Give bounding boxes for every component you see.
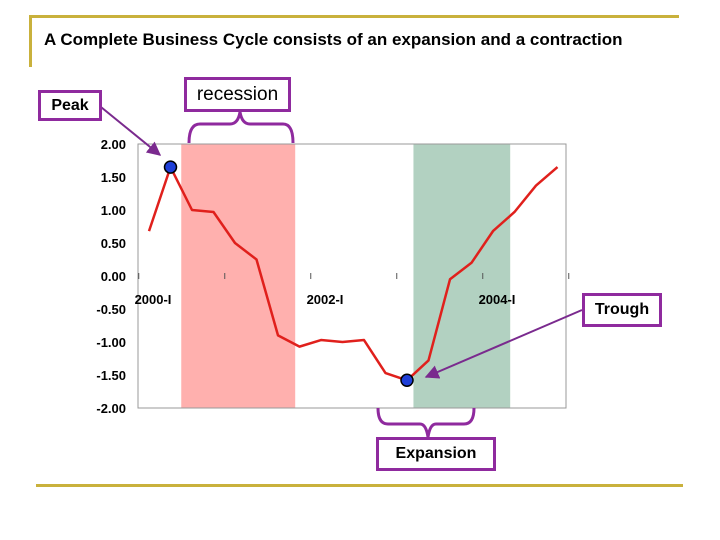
peak-label: Peak: [38, 90, 102, 121]
x-tick-label: 2004-I: [479, 292, 516, 307]
y-tick-label: -1.00: [96, 335, 126, 350]
trough-arrow: [424, 309, 583, 379]
accent-rule-top: [29, 15, 679, 18]
y-tick-label: 0.50: [101, 236, 126, 251]
recession-band: [181, 144, 296, 408]
y-tick-label: -0.50: [96, 302, 126, 317]
accent-rule-bottom: [36, 484, 683, 487]
y-tick-label: 1.00: [101, 203, 126, 218]
series-line: [147, 165, 559, 382]
y-tick-label: -2.00: [96, 401, 126, 416]
accent-rule-vertical: [29, 15, 32, 67]
x-tick-label: 2002-I: [307, 292, 344, 307]
y-tick-label: 2.00: [101, 137, 126, 152]
peak-arrow: [95, 102, 162, 156]
slide-title: A Complete Business Cycle consists of an…: [44, 30, 623, 49]
x-tick-label: 2000-I: [135, 292, 172, 307]
y-tick-label: 0.00: [101, 269, 126, 284]
trough-marker: [400, 373, 414, 388]
recession-label: recession: [184, 77, 291, 112]
expansion-band: [413, 144, 511, 408]
expansion-label: Expansion: [376, 437, 496, 471]
y-tick-label: 1.50: [101, 170, 126, 185]
expansion-brace: [376, 407, 476, 438]
trough-label: Trough: [582, 293, 662, 327]
y-tick-label: -1.50: [96, 368, 126, 383]
peak-marker: [163, 160, 178, 174]
recession-brace: [187, 111, 295, 144]
plot-frame: [137, 143, 567, 409]
